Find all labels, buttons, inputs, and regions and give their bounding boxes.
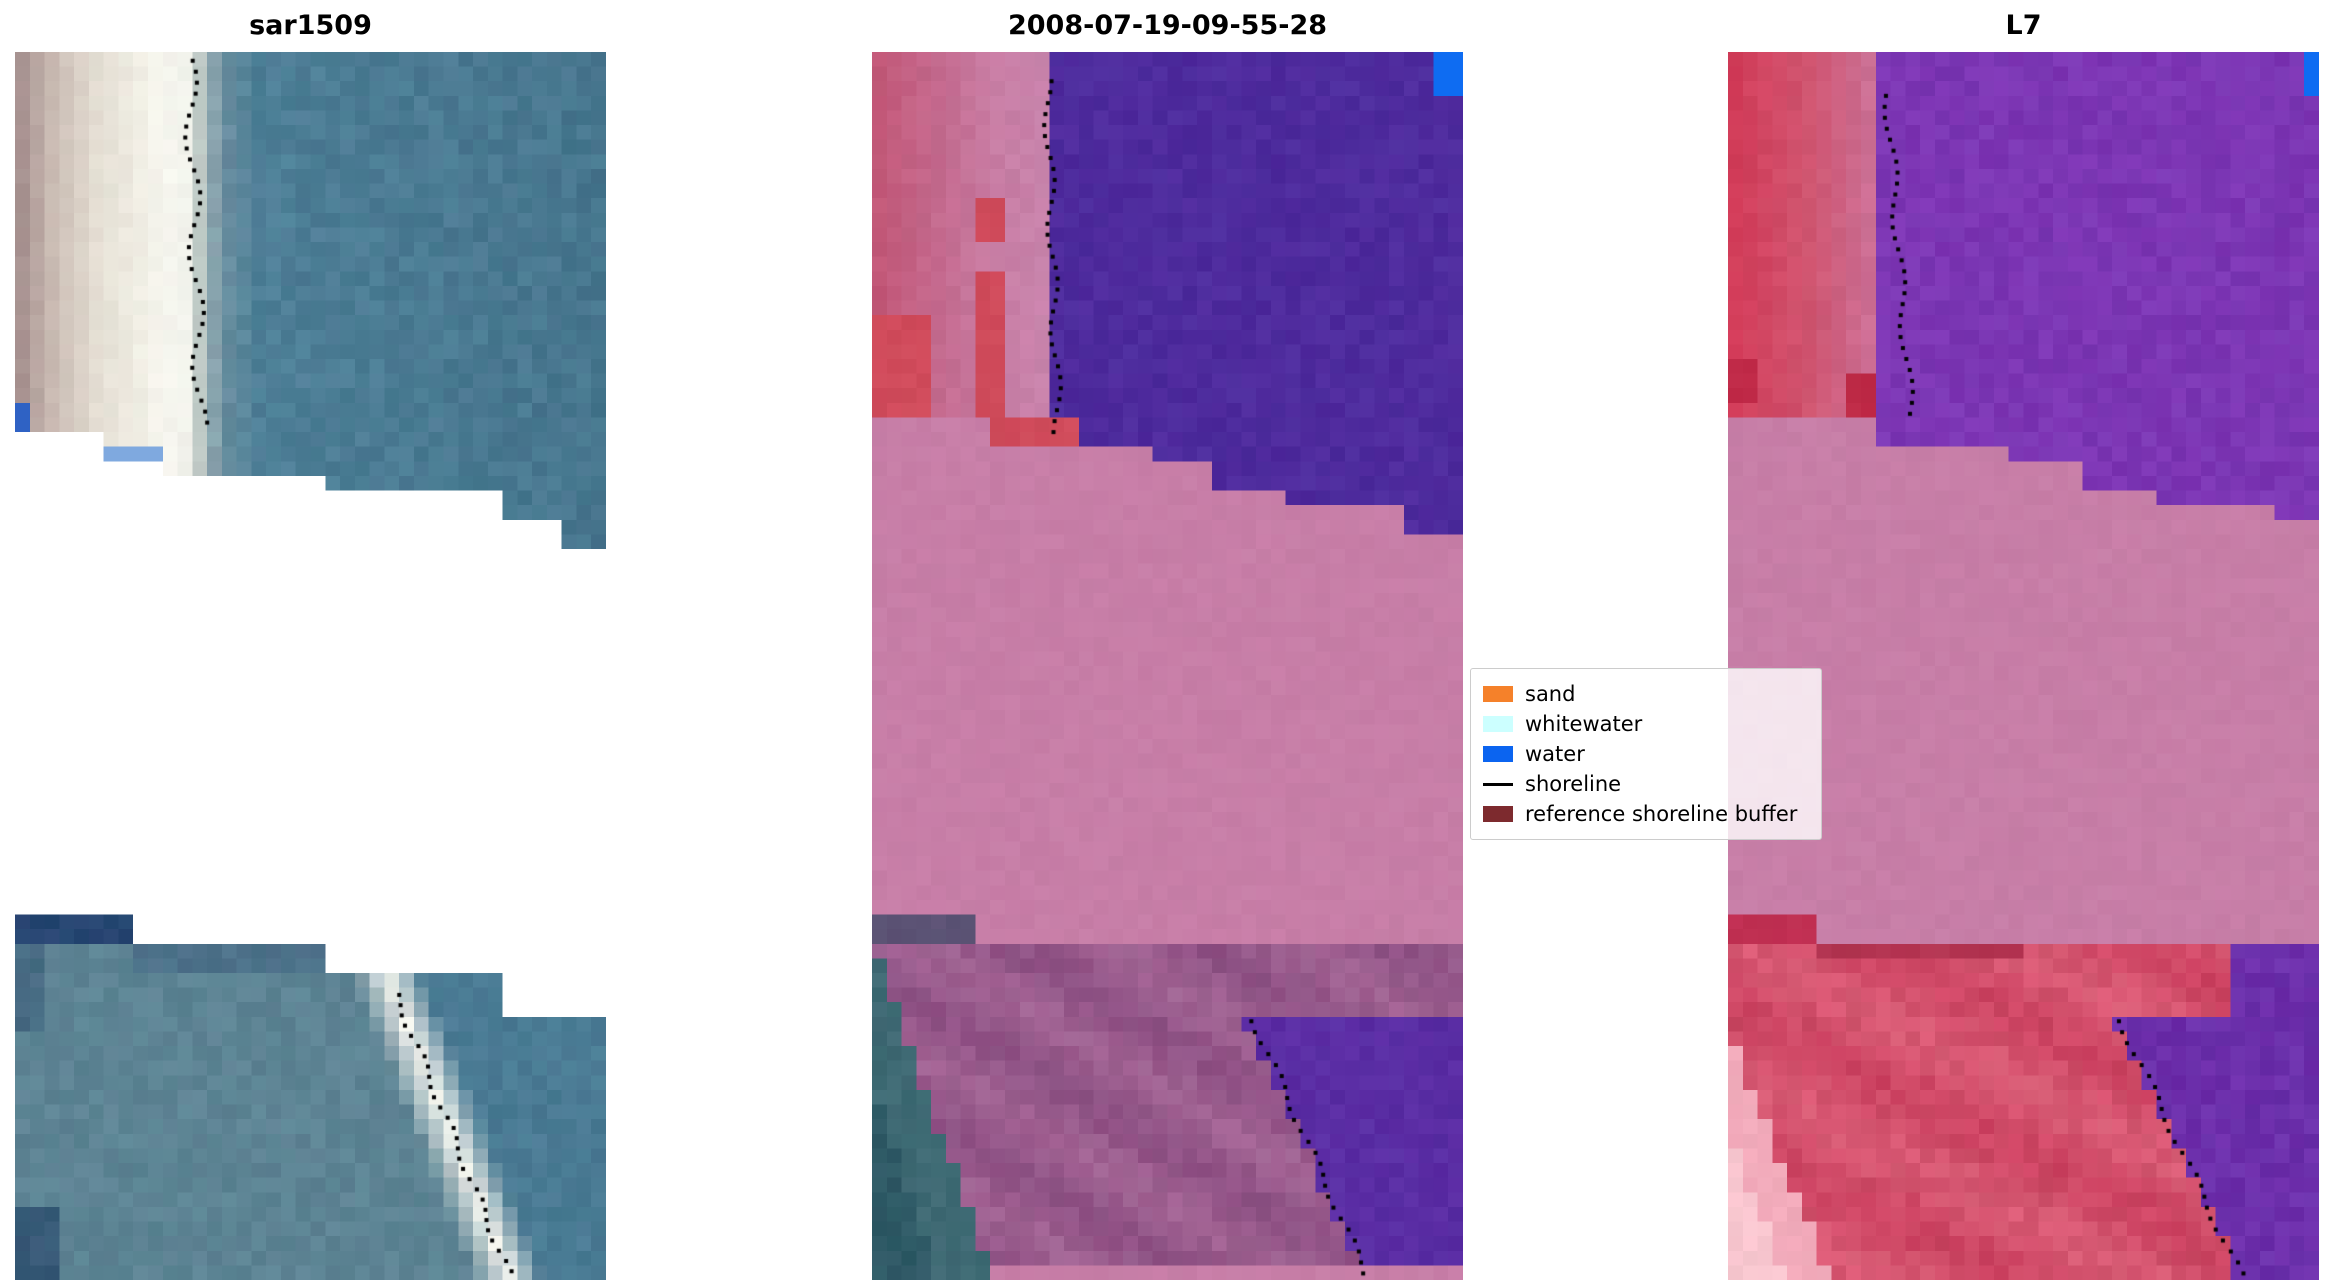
legend: sand whitewater water shoreline referenc…: [1470, 668, 1822, 840]
legend-label-sand: sand: [1525, 682, 1576, 706]
legend-item-shoreline: shoreline: [1483, 769, 1809, 799]
panel-title-timestamp: 2008-07-19-09-55-28: [1007, 10, 1328, 41]
legend-swatch-whitewater: [1483, 716, 1513, 732]
legend-label-shoreline: shoreline: [1525, 772, 1622, 796]
legend-label-water: water: [1525, 742, 1585, 766]
legend-swatch-water: [1483, 746, 1513, 762]
panel-title-sar1509: sar1509: [249, 10, 372, 41]
shoreline-dots-timestamp: [872, 52, 1463, 1280]
legend-label-buffer: reference shoreline buffer: [1525, 802, 1798, 826]
legend-item-water: water: [1483, 739, 1809, 769]
legend-swatch-sand: [1483, 686, 1513, 702]
legend-label-whitewater: whitewater: [1525, 712, 1643, 736]
panel-title-l7: L7: [2005, 10, 2042, 41]
shoreline-dots-l7: [1728, 52, 2319, 1280]
legend-item-sand: sand: [1483, 679, 1809, 709]
legend-item-buffer: reference shoreline buffer: [1483, 799, 1809, 829]
legend-swatch-shoreline: [1483, 782, 1513, 786]
legend-swatch-buffer: [1483, 806, 1513, 822]
shoreline-dots-sar1509: [15, 52, 606, 1280]
legend-item-whitewater: whitewater: [1483, 709, 1809, 739]
